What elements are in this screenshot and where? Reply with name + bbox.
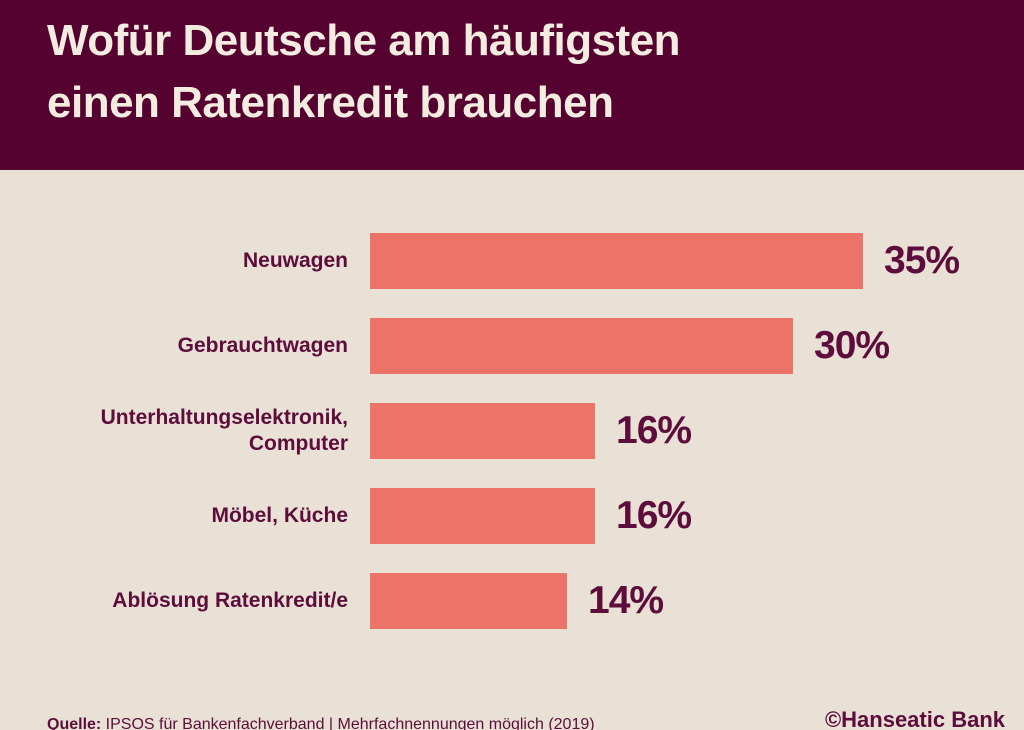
value-label: 35% <box>884 239 960 282</box>
page-title: Wofür Deutsche am häufigsten einen Raten… <box>47 10 1024 134</box>
bar <box>370 573 567 629</box>
source-note: Quelle: IPSOS für Bankenfachverband | Me… <box>47 716 595 730</box>
bar-row: Gebrauchtwagen 30% <box>0 318 1024 374</box>
copyright: ©Hanseatic Bank <box>824 707 1005 730</box>
category-label: Unterhaltungselektronik, Computer <box>100 406 348 455</box>
value-label: 14% <box>588 579 664 622</box>
bar <box>370 233 863 289</box>
bar-row: Unterhaltungselektronik, Computer 16% <box>0 403 1024 459</box>
value-label: 16% <box>616 494 692 537</box>
source-text: IPSOS für Bankenfachverband | Mehrfachne… <box>101 716 595 730</box>
category-label: Möbel, Küche <box>211 504 348 527</box>
bar <box>370 488 595 544</box>
bar-chart: Neuwagen 35% Gebrauchtwagen 30% Unterhaltung… <box>0 170 1024 629</box>
page-title-line1: Wofür Deutsche am häufigsten <box>47 16 681 65</box>
page-title-line2: einen Ratenkredit brauchen <box>47 78 614 127</box>
bar-row: Ablösung Ratenkredit/e 14% <box>0 573 1024 629</box>
bar <box>370 403 595 459</box>
value-label: 30% <box>814 324 890 367</box>
category-label: Neuwagen <box>242 249 348 272</box>
category-label: Ablösung Ratenkredit/e <box>112 589 348 612</box>
source-label: Quelle: <box>47 716 102 730</box>
bar-row: Möbel, Küche 16% <box>0 488 1024 544</box>
bar-row: Neuwagen 35% <box>0 233 1024 289</box>
category-label: Gebrauchtwagen <box>177 334 348 357</box>
header: Wofür Deutsche am häufigsten einen Raten… <box>0 0 1024 170</box>
value-label: 16% <box>616 409 692 452</box>
bar <box>370 318 793 374</box>
